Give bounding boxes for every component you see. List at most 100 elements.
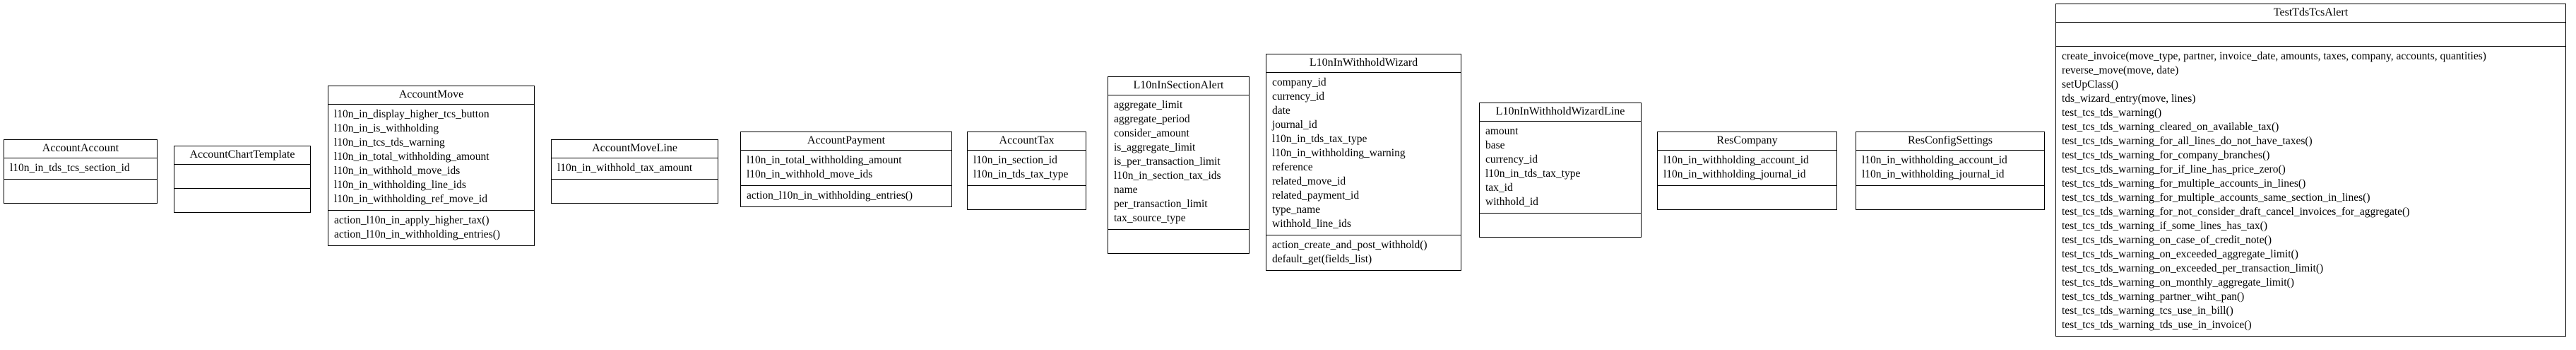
attribute: l10n_in_withhold_tax_amount [557, 162, 693, 174]
attribute: per_transaction_limit [1114, 198, 1208, 210]
attributes-section: l10n_in_withhold_tax_amount [552, 158, 718, 180]
class-box: AccountAccount l10n_in_tds_tcs_section_id [4, 139, 158, 204]
class-name: AccountTax [968, 132, 1086, 151]
attributes-section [2056, 23, 2565, 47]
attribute: l10n_in_total_withholding_amount [334, 151, 489, 163]
attribute: l10n_in_withhold_move_ids [747, 168, 873, 180]
method: default_get(fields_list) [1272, 253, 1372, 265]
attribute: tax_source_type [1114, 212, 1186, 224]
methods-section [174, 189, 310, 212]
method: test_tcs_tds_warning_for_if_line_has_pri… [2062, 163, 2286, 175]
attribute: base [1485, 139, 1505, 151]
attribute: l10n_in_withholding_journal_id [1663, 168, 1806, 180]
methods-section [4, 180, 157, 203]
attributes-section [174, 165, 310, 189]
class-box: L10nInSectionAlert aggregate_limit aggrega… [1108, 76, 1250, 254]
attribute: l10n_in_withhold_move_ids [334, 165, 461, 177]
class-name: AccountPayment [741, 132, 951, 151]
attribute: l10n_in_section_id [973, 154, 1057, 166]
attribute: withhold_id [1485, 196, 1538, 208]
method: test_tcs_tds_warning_for_multiple_accoun… [2062, 192, 2370, 204]
method: test_tcs_tds_warning_tcs_use_in_bill() [2062, 305, 2233, 317]
class-box: AccountMoveLine l10n_in_withhold_tax_amou… [551, 139, 718, 204]
class-name: ResCompany [1658, 132, 1836, 151]
method: test_tcs_tds_warning_for_all_lines_do_no… [2062, 135, 2313, 147]
class-box: AccountMove l10n_in_display_higher_tcs_bu… [328, 86, 535, 246]
attributes-section: l10n_in_section_id l10n_in_tds_tax_type [968, 151, 1086, 186]
class-name: L10nInWithholdWizardLine [1480, 103, 1641, 122]
method: test_tcs_tds_warning_on_exceeded_per_tra… [2062, 262, 2324, 274]
attributes-section: l10n_in_withholding_account_id l10n_in_wi… [1856, 151, 2044, 186]
method: test_tcs_tds_warning_if_some_lines_has_t… [2062, 220, 2268, 232]
attribute: consider_amount [1114, 127, 1189, 139]
methods-section [1658, 186, 1836, 209]
attribute: l10n_in_withholding_warning [1272, 147, 1406, 159]
attributes-section: aggregate_limit aggregate_period consider_… [1108, 95, 1249, 230]
attribute: is_aggregate_limit [1114, 141, 1196, 153]
class-box: L10nInWithholdWizardLine amount base curren… [1479, 103, 1642, 238]
method: action_l10n_in_apply_higher_tax() [334, 214, 489, 226]
attribute: l10n_in_section_tax_ids [1114, 170, 1221, 182]
class-name: AccountMove [328, 86, 534, 105]
method: reverse_move(move, date) [2062, 64, 2179, 76]
method: test_tcs_tds_warning_for_not_consider_dr… [2062, 206, 2410, 218]
attribute: name [1114, 184, 1138, 196]
method: tds_wizard_entry(move, lines) [2062, 93, 2196, 105]
attributes-section: l10n_in_total_withholding_amount l10n_in_… [741, 151, 951, 186]
attribute: company_id [1272, 76, 1326, 88]
attribute: l10n_in_withholding_line_ids [334, 179, 466, 191]
method: action_create_and_post_withhold() [1272, 239, 1428, 251]
attribute: aggregate_limit [1114, 99, 1183, 111]
attribute: withhold_line_ids [1272, 218, 1351, 230]
class-name: L10nInSectionAlert [1108, 77, 1249, 95]
method: test_tcs_tds_warning_on_exceeded_aggrega… [2062, 248, 2298, 260]
methods-section: action_l10n_in_apply_higher_tax() action_… [328, 211, 534, 245]
attribute: l10n_in_withholding_account_id [1862, 154, 2007, 166]
methods-section [1856, 186, 2044, 209]
attributes-section: l10n_in_withholding_account_id l10n_in_wi… [1658, 151, 1836, 186]
attribute: l10n_in_withholding_account_id [1663, 154, 1809, 166]
method: test_tcs_tds_warning_tds_use_in_invoice(… [2062, 319, 2252, 331]
attribute: currency_id [1272, 91, 1325, 103]
attribute: related_move_id [1272, 175, 1346, 187]
attribute: amount [1485, 125, 1519, 137]
attribute: l10n_in_total_withholding_amount [747, 154, 902, 166]
attribute: l10n_in_tcs_tds_warning [334, 136, 445, 148]
attribute: reference [1272, 161, 1313, 173]
method: create_invoice(move_type, partner, invoi… [2062, 50, 2486, 62]
attribute: l10n_in_tds_tax_type [973, 168, 1069, 180]
methods-section: create_invoice(move_type, partner, invoi… [2056, 47, 2565, 336]
methods-section [552, 180, 718, 203]
class-box: ResConfigSettings l10n_in_withholding_acc… [1856, 132, 2045, 210]
class-name: AccountChartTemplate [174, 146, 310, 165]
class-name: AccountMoveLine [552, 140, 718, 158]
method: test_tcs_tds_warning_partner_wiht_pan() [2062, 291, 2245, 303]
attributes-section: l10n_in_tds_tcs_section_id [4, 158, 157, 180]
method: action_l10n_in_withholding_entries() [747, 189, 913, 202]
attribute: aggregate_period [1114, 113, 1190, 125]
method: test_tcs_tds_warning() [2062, 107, 2162, 119]
class-box: AccountTax l10n_in_section_id l10n_in_tds_… [967, 132, 1086, 210]
class-box: AccountPayment l10n_in_total_withholding_… [740, 132, 952, 207]
method: setUpClass() [2062, 78, 2119, 91]
attribute: type_name [1272, 204, 1321, 216]
methods-section [968, 186, 1086, 209]
class-name: AccountAccount [4, 140, 157, 158]
attribute: tax_id [1485, 182, 1513, 194]
attribute: l10n_in_withholding_ref_move_id [334, 193, 487, 205]
class-name: L10nInWithholdWizard [1266, 54, 1461, 73]
methods-section: action_l10n_in_withholding_entries() [741, 186, 951, 206]
method: test_tcs_tds_warning_for_multiple_accoun… [2062, 177, 2306, 189]
class-box: ResCompany l10n_in_withholding_account_id… [1657, 132, 1837, 210]
attribute: l10n_in_tds_tax_type [1485, 168, 1581, 180]
methods-section [1480, 214, 1641, 237]
methods-section: action_create_and_post_withhold()default… [1266, 235, 1461, 270]
attribute: journal_id [1272, 119, 1317, 131]
attribute: l10n_in_tds_tcs_section_id [10, 162, 130, 174]
methods-section [1108, 230, 1249, 253]
attributes-section: l10n_in_display_higher_tcs_button l10n_in… [328, 105, 534, 211]
class-box: TestTdsTcsAlert create_invoice(move_type,… [2055, 4, 2566, 337]
attribute: date [1272, 105, 1290, 117]
method: test_tcs_tds_warning_for_company_branche… [2062, 149, 2270, 161]
